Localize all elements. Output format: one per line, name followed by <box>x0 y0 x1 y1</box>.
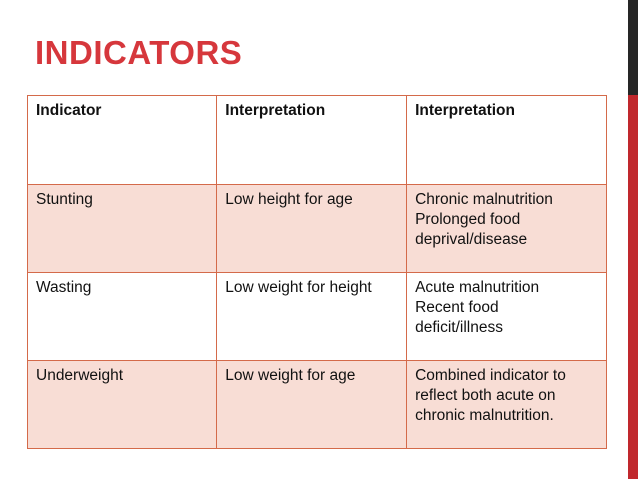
cell-text-line: Recent food <box>415 299 499 316</box>
cell-interpretation-2: Acute malnutrition Recent food deficit/i… <box>406 272 607 361</box>
cell-text-line: chronic malnutrition. <box>415 407 554 424</box>
table-row: Wasting Low weight for height Acute maln… <box>26 272 607 361</box>
right-edge-red-bar <box>628 95 638 479</box>
cell-interpretation-2: Chronic malnutrition Prolonged food depr… <box>406 184 607 273</box>
table-row: Stunting Low height for age Chronic maln… <box>26 184 607 273</box>
cell-text-line: Chronic malnutrition <box>415 191 553 208</box>
cell-interpretation-1: Low weight for age <box>216 360 408 449</box>
header-cell-indicator: Indicator <box>26 95 218 185</box>
table-row: Underweight Low weight for age Combined … <box>26 360 607 449</box>
cell-text-line: reflect both acute on <box>415 387 556 404</box>
header-cell-interpretation-2: Interpretation <box>406 95 607 185</box>
cell-indicator: Underweight <box>26 360 218 449</box>
cell-text-line: Prolonged food <box>415 211 521 228</box>
header-cell-interpretation-1: Interpretation <box>216 95 408 185</box>
cell-text-line: Acute malnutrition <box>415 279 540 296</box>
cell-text-line: deficit/illness <box>415 319 503 336</box>
slide-title: INDICATORS <box>35 34 243 71</box>
cell-interpretation-1: Low height for age <box>216 184 408 273</box>
cell-interpretation-1: Low weight for height <box>216 272 408 361</box>
cell-interpretation-2: Combined indicator to reflect both acute… <box>406 360 607 449</box>
cell-text-line: Combined indicator to <box>415 367 566 384</box>
table-header-row: Indicator Interpretation Interpretation <box>26 95 607 185</box>
indicators-table: Indicator Interpretation Interpretation … <box>26 95 607 449</box>
cell-text-line: deprival/disease <box>415 231 528 248</box>
cell-indicator: Stunting <box>26 184 218 273</box>
cell-indicator: Wasting <box>26 272 218 361</box>
